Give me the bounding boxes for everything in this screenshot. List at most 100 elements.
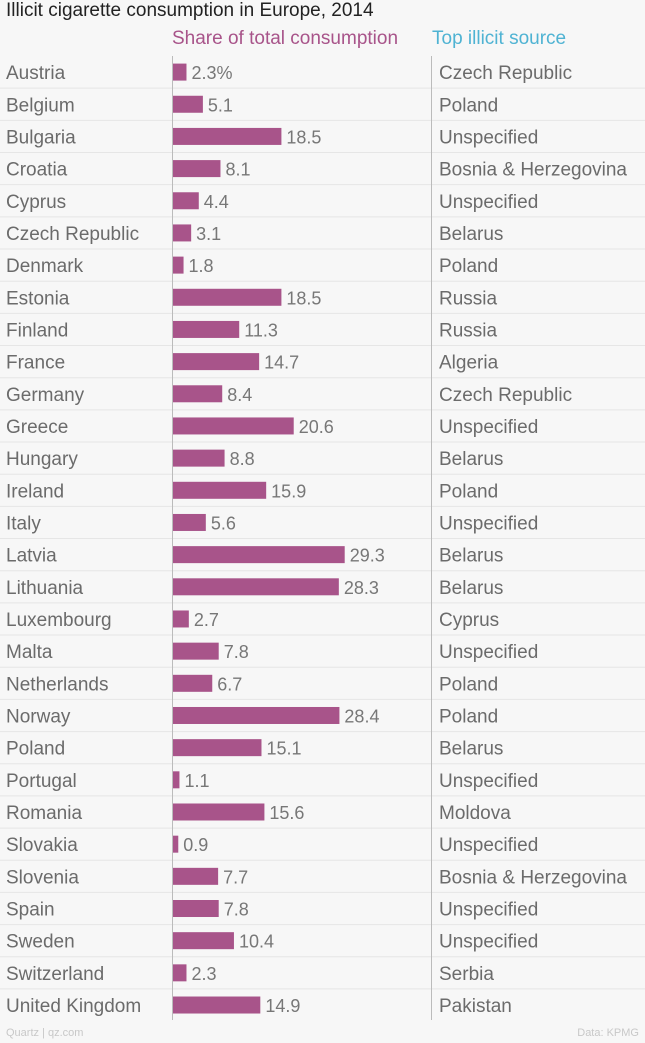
source-label: Unspecified: [439, 900, 538, 921]
country-label: Sweden: [6, 932, 75, 953]
bar: [173, 706, 340, 724]
bar: [173, 513, 206, 531]
bar: [173, 417, 294, 435]
bar: [173, 481, 267, 499]
bar: [173, 449, 225, 467]
value-label: 1.8: [189, 256, 214, 276]
bar: [173, 127, 282, 145]
bar: [173, 192, 199, 210]
country-label: Austria: [6, 63, 66, 84]
country-label: Bulgaria: [6, 127, 76, 148]
bar: [173, 224, 192, 242]
value-label: 8.1: [225, 160, 250, 180]
footer-data-source: Data: KPMG: [577, 1027, 639, 1039]
bar: [173, 160, 221, 178]
country-label: Belgium: [6, 95, 75, 116]
country-label: Cyprus: [6, 192, 66, 213]
source-label: Belarus: [439, 739, 503, 760]
row-gridlines: [0, 87, 645, 990]
value-label: 18.5: [286, 127, 321, 147]
country-label: Hungary: [6, 449, 78, 470]
country-label: Finland: [6, 320, 68, 341]
source-label: Unspecified: [439, 513, 538, 534]
value-label: 20.6: [299, 417, 334, 437]
country-label: Greece: [6, 417, 68, 438]
value-label: 3.1: [196, 224, 221, 244]
source-label: Poland: [439, 481, 498, 502]
bar: [173, 546, 345, 564]
source-label: Belarus: [439, 449, 503, 470]
value-label: 18.5: [286, 288, 321, 308]
bar: [173, 95, 203, 113]
bar: [173, 642, 219, 660]
value-label: 14.7: [264, 353, 299, 373]
source-label: Cyprus: [439, 610, 499, 631]
country-label: Italy: [6, 513, 41, 534]
country-label: Poland: [6, 739, 65, 760]
country-label: Denmark: [6, 256, 84, 277]
bar: [173, 867, 219, 885]
source-label: Unspecified: [439, 771, 538, 792]
country-label: Portugal: [6, 771, 77, 792]
value-label: 10.4: [239, 932, 274, 952]
source-label: Czech Republic: [439, 385, 572, 406]
bar: [173, 932, 234, 950]
bar: [173, 610, 189, 628]
source-label: Algeria: [439, 353, 499, 374]
value-label: 14.9: [265, 996, 300, 1016]
source-label: Poland: [439, 256, 498, 277]
value-label: 2.3: [191, 964, 216, 984]
source-label: Unspecified: [439, 417, 538, 438]
source-label: Moldova: [439, 803, 511, 824]
source-label: Bosnia & Herzegovina: [439, 867, 627, 888]
country-label: Malta: [6, 642, 53, 663]
source-label: Poland: [439, 674, 498, 695]
source-label: Unspecified: [439, 192, 538, 213]
bar: [173, 63, 187, 81]
country-label: Estonia: [6, 288, 70, 309]
country-label: Lithuania: [6, 578, 84, 599]
source-label: Poland: [439, 706, 498, 727]
bar: [173, 353, 260, 371]
source-label: Belarus: [439, 224, 503, 245]
country-label: Croatia: [6, 160, 68, 181]
country-label: Switzerland: [6, 964, 104, 985]
source-label: Poland: [439, 95, 498, 116]
country-label: Spain: [6, 900, 55, 921]
source-label: Bosnia & Herzegovina: [439, 160, 627, 181]
country-label: Czech Republic: [6, 224, 139, 245]
source-label: Russia: [439, 320, 498, 341]
country-label: Ireland: [6, 481, 64, 502]
source-column-header: Top illicit source: [432, 28, 567, 49]
source-label: Serbia: [439, 964, 494, 985]
value-label: 7.8: [224, 642, 249, 662]
bar: [173, 771, 180, 789]
value-label: 5.6: [211, 513, 236, 533]
value-label: 7.8: [224, 900, 249, 920]
value-label: 2.3%: [191, 63, 232, 83]
value-column-header: Share of total consumption: [172, 28, 399, 49]
bar: [173, 739, 262, 757]
value-label: 28.3: [344, 578, 379, 598]
country-label: Luxembourg: [6, 610, 112, 631]
country-label: Slovenia: [6, 867, 79, 888]
bar: [173, 900, 219, 918]
bar: [173, 385, 223, 403]
country-label: Slovakia: [6, 835, 78, 856]
value-label: 6.7: [217, 674, 242, 694]
value-label: 7.7: [223, 867, 248, 887]
value-label: 1.1: [184, 771, 209, 791]
bar: [173, 996, 261, 1014]
value-label: 15.1: [266, 739, 301, 759]
source-label: Unspecified: [439, 932, 538, 953]
bar: [173, 674, 213, 692]
country-label: Latvia: [6, 546, 57, 567]
bar: [173, 578, 339, 596]
value-label: 11.3: [244, 320, 278, 340]
source-label: Pakistan: [439, 996, 512, 1017]
source-label: Unspecified: [439, 127, 538, 148]
value-label: 15.9: [271, 481, 306, 501]
value-label: 15.6: [269, 803, 304, 823]
value-label: 8.8: [230, 449, 255, 469]
